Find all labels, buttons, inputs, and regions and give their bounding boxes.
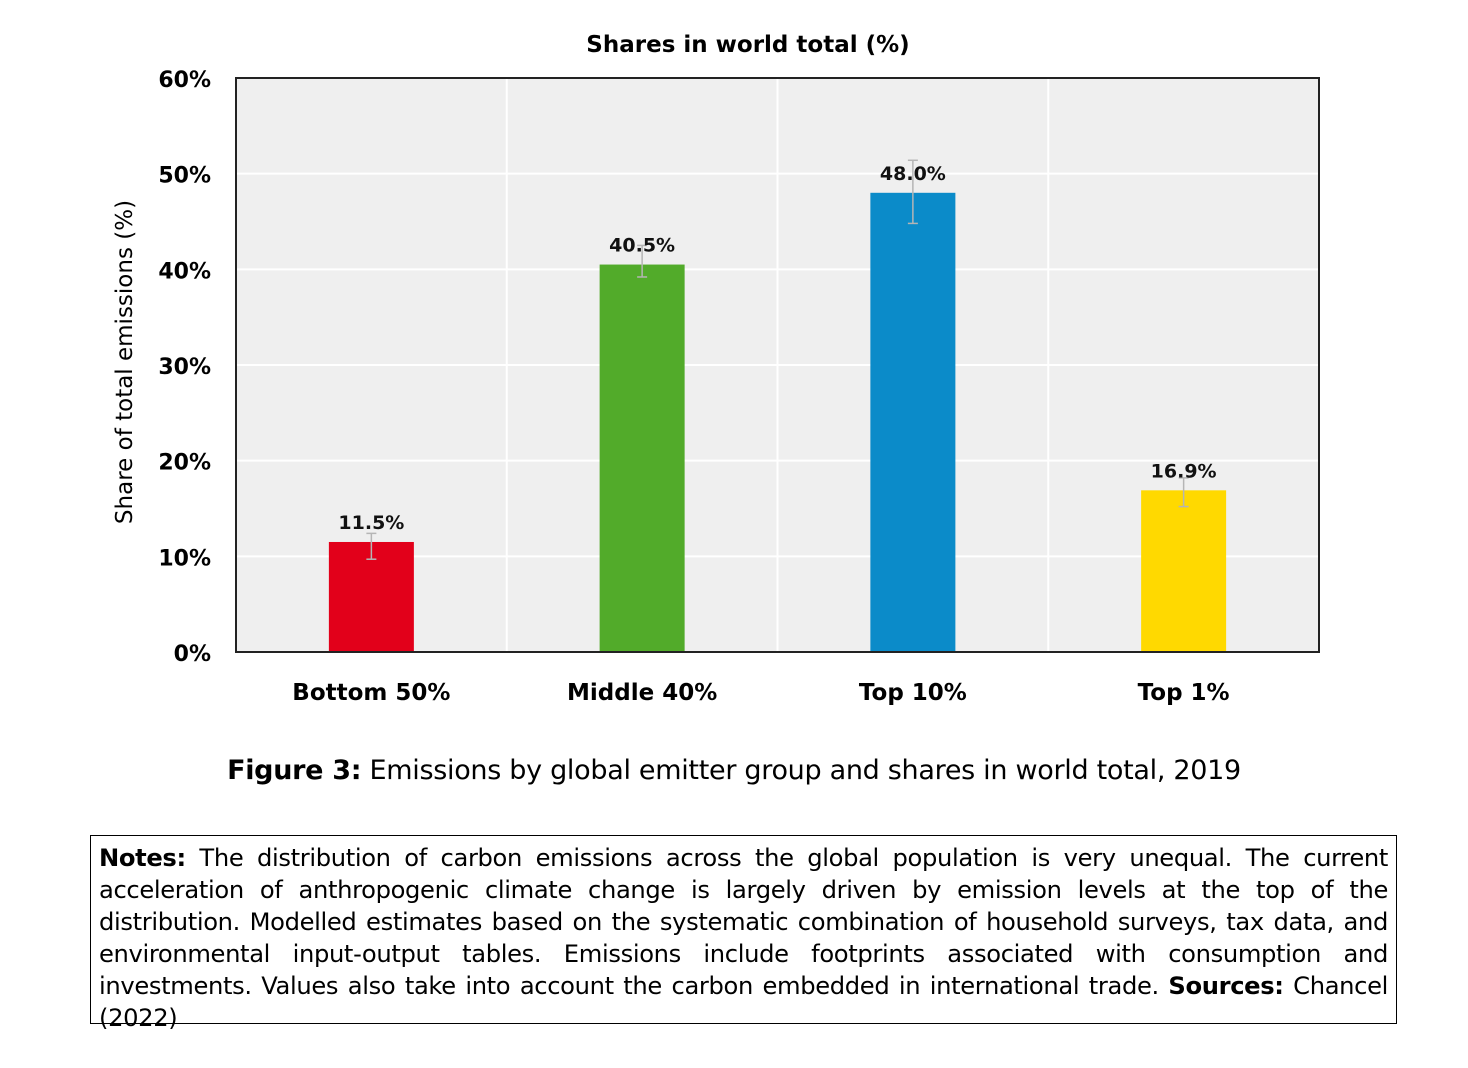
bar [328,541,414,652]
plot-frame [235,77,1320,653]
x-tick-label: Top 1% [1138,680,1230,706]
bar [599,264,685,652]
bar [1141,490,1227,652]
notes-text: The distribution of carbon emissions acr… [99,844,1388,1000]
y-tick-label: 0% [174,642,211,667]
caption-label: Figure 3: [227,755,362,786]
error-bars [366,159,1189,560]
bar [870,192,956,653]
y-tick-label: 10% [158,546,211,571]
x-tick-labels: Bottom 50% Middle 40% Top 10% Top 1% [292,680,1229,706]
x-tick-label: Bottom 50% [292,680,450,706]
y-axis-label: Share of total emissions (%) [112,200,138,524]
sources-text: Chancel (2022) [99,972,1388,1032]
x-tick-label: Top 10% [859,680,967,706]
y-tick-label: 50% [158,164,211,189]
y-tick-labels: 0% 10% 20% 30% 40% 50% 60% [158,68,211,667]
chart-title: Shares in world total (%) [586,32,909,58]
sources-label: Sources: [1168,972,1284,1000]
bars [328,192,1227,653]
y-tick-label: 20% [158,451,211,476]
value-label: 48.0% [880,163,946,185]
y-tick-label: 40% [158,259,211,284]
value-label: 40.5% [609,235,675,257]
bar-chart: Shares in world total (%) Share of total… [112,32,1320,706]
y-tick-label: 30% [158,355,211,380]
x-tick-label: Middle 40% [567,680,717,706]
notes-label: Notes: [99,844,186,872]
figure-caption: Figure 3: Emissions by global emitter gr… [0,755,1468,786]
value-label: 11.5% [338,512,404,534]
caption-text: Emissions by global emitter group and sh… [361,755,1242,786]
value-label: 16.9% [1151,460,1217,482]
value-labels: 11.5% 40.5% 48.0% 16.9% [338,163,1216,534]
notes-box: Notes: The distribution of carbon emissi… [90,835,1397,1032]
y-tick-label: 60% [158,68,211,93]
